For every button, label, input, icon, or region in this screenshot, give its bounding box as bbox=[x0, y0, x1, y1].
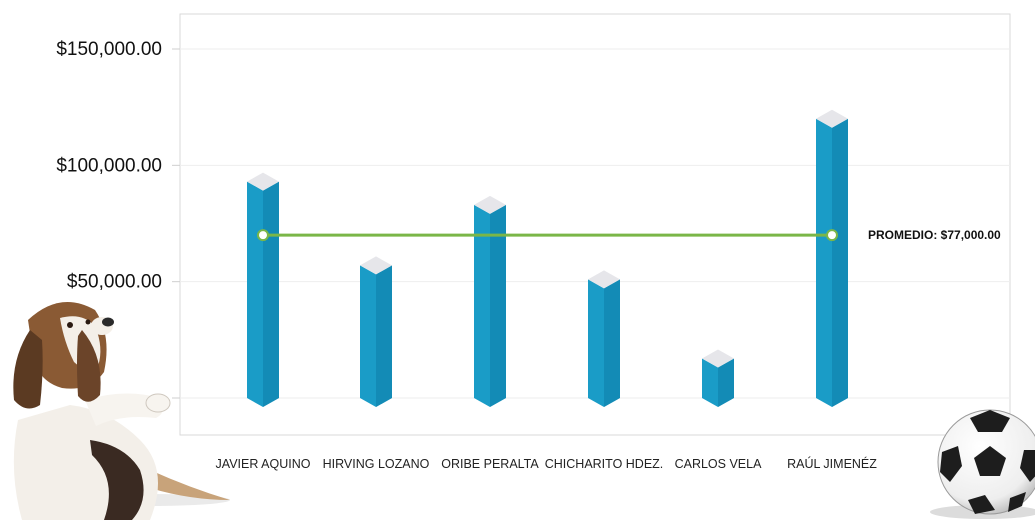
y-tick-label: $50,000.00 bbox=[67, 272, 162, 293]
basset-hound-dog-image bbox=[13, 302, 230, 520]
x-axis-ticks: JAVIER AQUINO HIRVING LOZANO ORIBE PERALTA… bbox=[216, 456, 878, 471]
y-axis-ticks: $150,000.00 $100,000.00 $50,000.00 bbox=[56, 39, 162, 293]
x-tick-label: CHICHARITO HDEZ. bbox=[545, 457, 664, 471]
x-tick-label: HIRVING LOZANO bbox=[323, 457, 430, 471]
y-tick-label: $100,000.00 bbox=[56, 155, 162, 176]
bar-top bbox=[702, 349, 734, 368]
bar-top bbox=[816, 109, 848, 128]
bar bbox=[816, 109, 848, 408]
bars bbox=[247, 109, 848, 408]
bar-top bbox=[360, 256, 392, 275]
bar bbox=[702, 349, 734, 407]
average-marker-start bbox=[257, 229, 269, 242]
x-tick-label: JAVIER AQUINO bbox=[216, 457, 311, 471]
x-tick-label: CARLOS VELA bbox=[675, 457, 763, 471]
bar bbox=[474, 195, 506, 407]
average-marker-end bbox=[826, 229, 838, 242]
average-label: PROMEDIO: $77,000.00 bbox=[868, 228, 1001, 242]
bar bbox=[247, 172, 279, 407]
bar-side bbox=[718, 358, 734, 407]
y-tick-label: $150,000.00 bbox=[56, 39, 162, 60]
bar-side bbox=[263, 181, 279, 407]
x-tick-label: ORIBE PERALTA bbox=[441, 457, 539, 471]
bar-side bbox=[832, 118, 848, 408]
bar-top bbox=[247, 172, 279, 191]
bar-top bbox=[474, 195, 506, 214]
soccer-ball-image bbox=[930, 409, 1035, 519]
x-tick-label: RAÚL JIMENÉZ bbox=[787, 456, 877, 471]
bar bbox=[360, 256, 392, 407]
bar bbox=[588, 270, 620, 407]
average-line-group: PROMEDIO: $77,000.00 bbox=[257, 228, 1001, 242]
bar-side bbox=[490, 204, 506, 407]
bar-side bbox=[376, 265, 392, 407]
bar-side bbox=[604, 279, 620, 407]
bar-top bbox=[588, 270, 620, 289]
